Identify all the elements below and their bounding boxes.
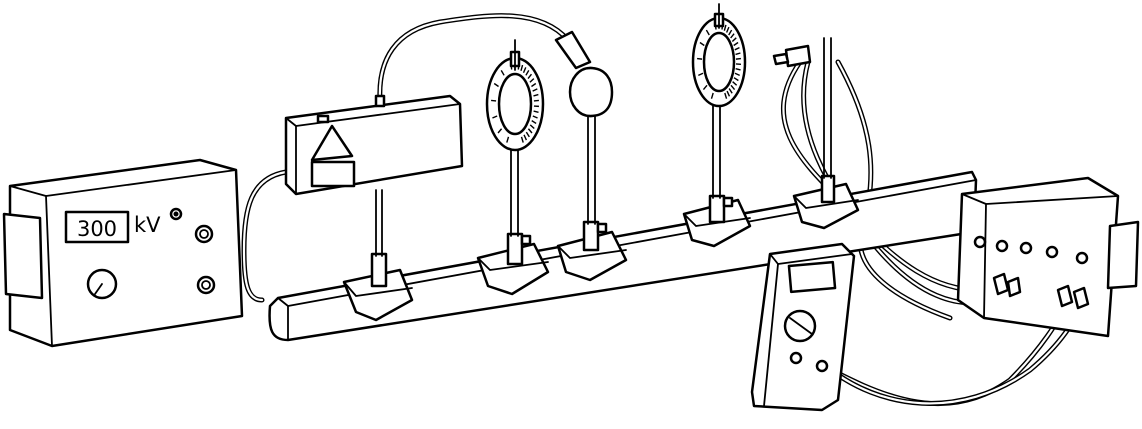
multimeter-dial: [785, 311, 815, 341]
signal-unit: [958, 178, 1138, 336]
stand-ring-2: [684, 4, 750, 246]
scale-tick: [534, 100, 539, 101]
scale-tick: [697, 59, 702, 60]
stand-ring-1: [478, 40, 548, 294]
cable-supply-to-transmitter: [244, 172, 286, 300]
scale-tick: [736, 59, 741, 60]
power-supply-unit: 300 kV: [4, 160, 242, 346]
signal-unit-socket-1: [975, 237, 985, 247]
transmitter-unit: [286, 96, 462, 194]
power-supply-display-value: 300: [77, 217, 117, 241]
signal-unit-socket-5: [1077, 253, 1087, 263]
signal-unit-socket-2: [997, 241, 1007, 251]
multimeter-socket-left: [791, 353, 801, 363]
scale-tick: [491, 100, 496, 101]
detector-probe: [556, 32, 612, 116]
stand-detector: [556, 32, 626, 280]
signal-unit-side-handle: [1108, 222, 1138, 288]
power-supply-output-socket-top: [196, 226, 212, 242]
multimeter: [752, 244, 854, 410]
multimeter-screen: [789, 262, 835, 292]
signal-unit-socket-3: [1021, 243, 1031, 253]
voltage-knob: [88, 270, 116, 298]
transmitter-label-plate: [312, 162, 354, 186]
stand-probe-rod: [794, 38, 858, 228]
power-supply-unit-label: kV: [134, 213, 161, 237]
power-supply-output-socket-bottom: [198, 277, 214, 293]
probe-connector-plug: [774, 46, 810, 66]
transmitter-mount: [344, 190, 412, 320]
multimeter-socket-right: [817, 361, 827, 371]
signal-unit-socket-4: [1047, 247, 1057, 257]
power-supply-side-handle: [4, 214, 42, 298]
